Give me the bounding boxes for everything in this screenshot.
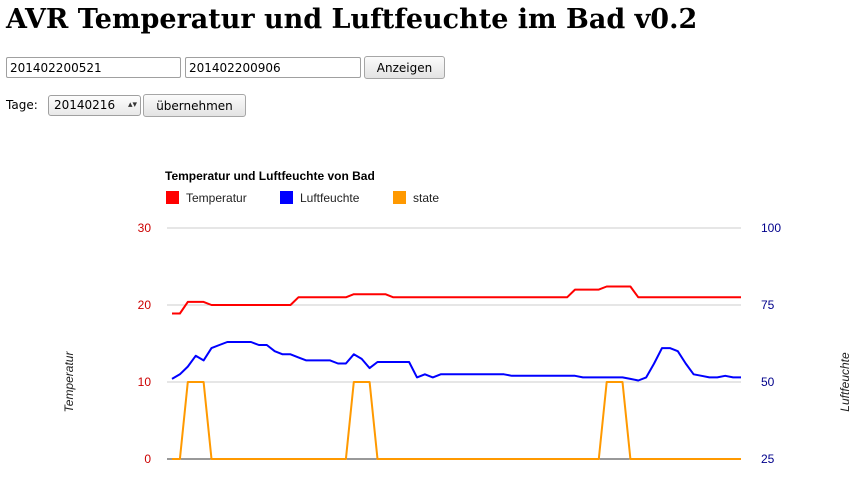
right-tick-label: 50 bbox=[761, 375, 775, 389]
left-tick-label: 0 bbox=[144, 452, 151, 466]
days-label: Tage: bbox=[6, 98, 38, 112]
select-arrows-icon: ▴▾ bbox=[127, 100, 137, 110]
legend-label: Temperatur bbox=[186, 191, 247, 205]
series-lines bbox=[171, 285, 741, 460]
left-tick-label: 10 bbox=[138, 375, 152, 389]
left-tick-label: 20 bbox=[138, 298, 152, 312]
left-axis-label: Temperatur bbox=[62, 351, 76, 413]
chart-title: Temperatur und Luftfeuchte von Bad bbox=[165, 169, 375, 183]
legend-label: state bbox=[413, 191, 439, 205]
right-tick-label: 75 bbox=[761, 298, 775, 312]
legend-swatch bbox=[166, 191, 179, 204]
legend-swatch bbox=[393, 191, 406, 204]
show-button[interactable]: Anzeigen bbox=[364, 56, 445, 79]
days-select[interactable]: 20140216 ▴▾ bbox=[48, 95, 141, 116]
series-line-state bbox=[172, 381, 741, 460]
right-tick-label: 100 bbox=[761, 221, 781, 235]
right-tick-label: 25 bbox=[761, 452, 775, 466]
legend: Temperatur Luftfeuchte state bbox=[166, 191, 439, 205]
series-line-temperatur bbox=[172, 285, 741, 315]
left-tick-label: 30 bbox=[138, 221, 152, 235]
right-axis-label: Luftfeuchte bbox=[838, 352, 852, 412]
days-select-value: 20140216 bbox=[54, 98, 116, 112]
page-title: AVR Temperatur und Luftfeuchte im Bad v0… bbox=[6, 4, 698, 35]
series-line-luftfeuchte bbox=[171, 341, 741, 382]
legend-swatch bbox=[280, 191, 293, 204]
from-input[interactable] bbox=[6, 57, 181, 78]
apply-button[interactable]: übernehmen bbox=[143, 94, 246, 117]
to-input[interactable] bbox=[185, 57, 361, 78]
legend-label: Luftfeuchte bbox=[300, 191, 360, 205]
axes: 0 10 20 30 25 50 75 100 Temperatur Luftfeuchte bbox=[62, 221, 852, 466]
